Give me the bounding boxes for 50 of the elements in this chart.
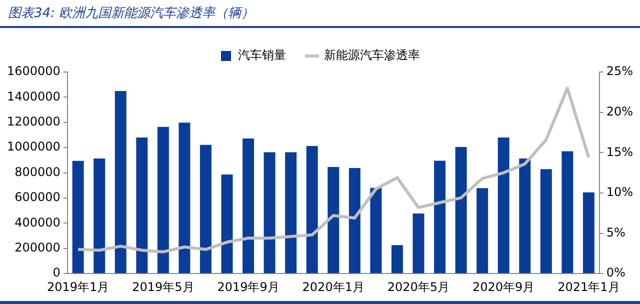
bar xyxy=(370,188,382,274)
y2-tick-label: 15% xyxy=(606,144,633,159)
bar xyxy=(498,138,510,274)
bar xyxy=(519,158,531,274)
bar xyxy=(328,167,340,274)
y-tick-label: 1000000 xyxy=(6,140,60,154)
bar xyxy=(476,188,488,274)
x-tick-label: 2020年1月 xyxy=(302,280,364,294)
y2-tick-label: 0% xyxy=(606,266,626,280)
bar xyxy=(348,168,360,274)
y2-tick-label: 20% xyxy=(606,104,633,118)
bar xyxy=(94,158,106,274)
bar xyxy=(412,214,424,274)
bar xyxy=(200,144,212,274)
bar xyxy=(72,160,84,274)
y-tick-label: 1200000 xyxy=(6,114,60,129)
x-tick-label: 2019年9月 xyxy=(217,280,280,294)
x-tick-label: 2020年9月 xyxy=(472,280,535,294)
y2-tick-label: 25% xyxy=(606,64,633,78)
y-tick-label: 600000 xyxy=(14,190,60,204)
x-tick-label: 2020年5月 xyxy=(387,280,450,294)
bar xyxy=(157,126,169,274)
x-tick-label: 2021年1月 xyxy=(558,280,620,294)
bar xyxy=(540,169,552,274)
bar xyxy=(306,146,318,274)
y-tick-label: 400000 xyxy=(14,215,60,230)
bar xyxy=(242,138,254,274)
bar xyxy=(264,152,276,274)
y-tick-label: 0 xyxy=(52,266,60,280)
bar xyxy=(434,160,446,274)
bar xyxy=(285,152,297,274)
bar xyxy=(136,138,148,274)
x-tick-label: 2019年1月 xyxy=(46,280,110,294)
bar xyxy=(221,174,233,274)
chart-title: 图表34: 欧洲九国新能源汽车渗透率（辆） xyxy=(8,5,254,22)
legend-label: 新能源汽车渗透率 xyxy=(324,48,420,62)
bar xyxy=(562,151,574,274)
x-tick-label: 2019年5月 xyxy=(132,280,194,294)
legend-label: 汽车销量 xyxy=(238,48,286,62)
bar xyxy=(178,122,190,274)
y-tick-label: 1400000 xyxy=(6,89,60,104)
bar xyxy=(391,245,403,274)
bar xyxy=(455,146,467,274)
y2-tick-label: 5% xyxy=(606,225,626,240)
y-tick-label: 1600000 xyxy=(6,64,60,78)
bar xyxy=(582,192,594,274)
y-tick-label: 800000 xyxy=(14,164,60,179)
bar xyxy=(114,91,126,274)
y2-tick-label: 10% xyxy=(606,185,633,200)
y-tick-label: 200000 xyxy=(14,240,60,255)
